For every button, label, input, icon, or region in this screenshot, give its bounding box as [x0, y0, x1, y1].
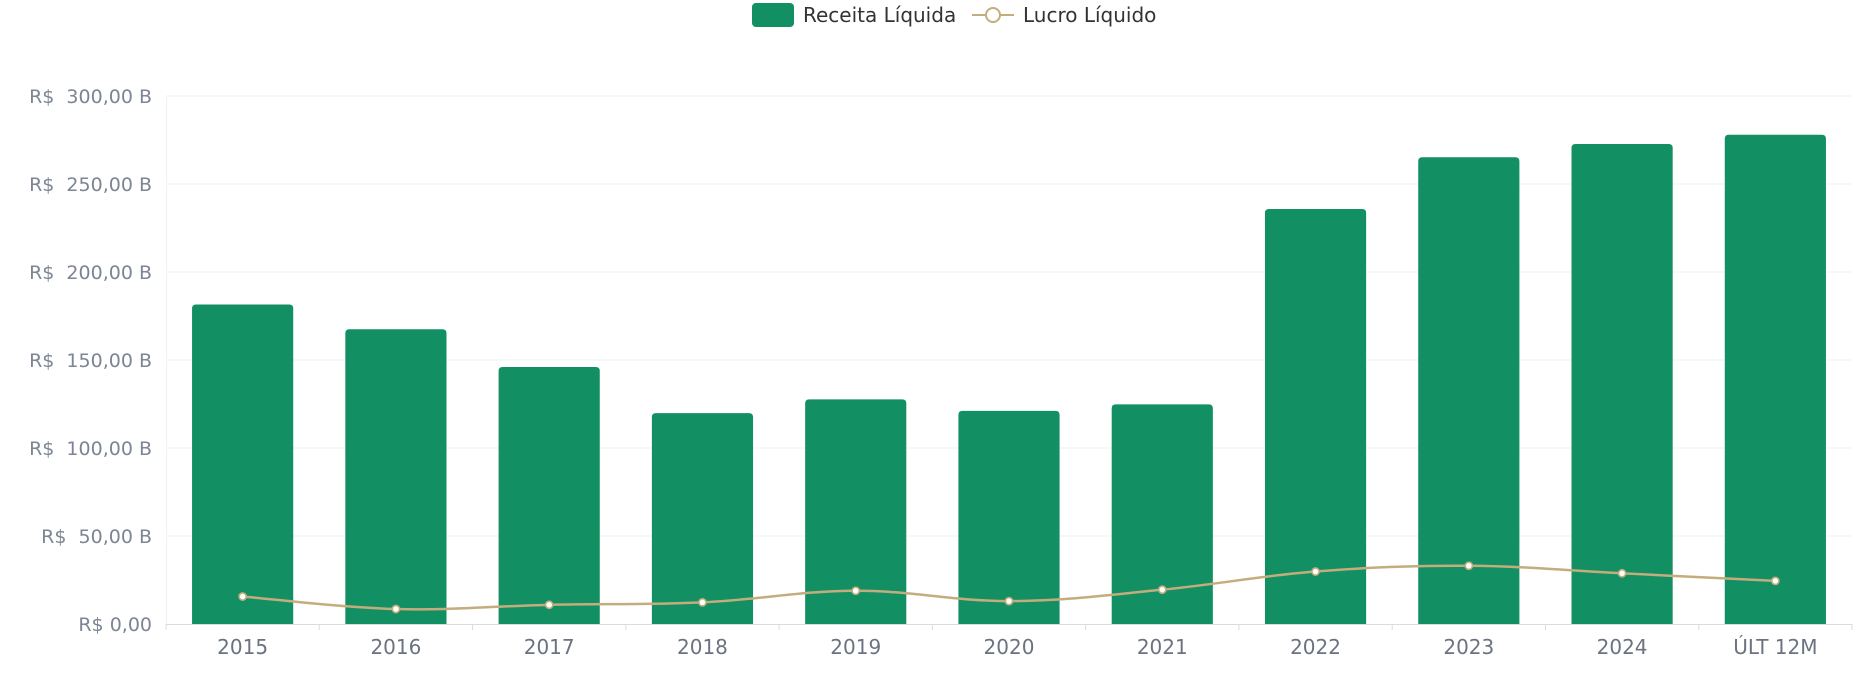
- point-lucro-liquido[interactable]: [238, 592, 248, 601]
- x-tick-label: 2019: [830, 635, 881, 659]
- point-lucro-liquido[interactable]: [1004, 596, 1014, 606]
- y-tick-label: R$ 200,00 B: [29, 262, 152, 284]
- bar-layer: [192, 134, 1826, 625]
- x-tick-label: 2024: [1597, 635, 1648, 659]
- y-tick-label: R$ 150,00 B: [29, 350, 152, 372]
- legend-swatch-lucro-liquido-marker[interactable]: [985, 7, 1001, 23]
- x-tick-label: 2020: [984, 635, 1035, 659]
- legend-swatch-receita-liquida[interactable]: [752, 3, 794, 27]
- x-tick-label: 2022: [1290, 635, 1341, 659]
- point-lucro-liquido[interactable]: [544, 600, 554, 610]
- axis-layer: R$ 0,00 R$ 50,00 B R$ 100,00 B R$ 150,00 B R…: [29, 86, 1853, 659]
- legend: Receita Líquida Lucro Líquido: [752, 3, 1156, 27]
- x-tick-label: ÚLT 12M: [1733, 635, 1817, 659]
- point-lucro-liquido[interactable]: [698, 597, 707, 607]
- y-tick-label: R$ 250,00 B: [29, 174, 152, 196]
- point-lucro-liquido[interactable]: [1157, 585, 1167, 595]
- bar-receita-liquida[interactable]: [1724, 134, 1826, 624]
- x-tick-label: 2021: [1137, 635, 1188, 659]
- bar-receita-liquida[interactable]: [1571, 144, 1673, 624]
- line-layer: [238, 561, 1780, 614]
- y-tick-label: R$ 0,00: [78, 614, 152, 636]
- y-tick-label: R$ 50,00 B: [41, 526, 152, 548]
- x-tick-label: 2016: [370, 635, 421, 659]
- bar-receita-liquida[interactable]: [651, 413, 754, 624]
- x-tick-label: 2023: [1443, 635, 1494, 659]
- legend-label-receita-liquida[interactable]: Receita Líquida: [803, 3, 956, 27]
- bar-receita-liquida[interactable]: [1264, 208, 1367, 624]
- point-lucro-liquido[interactable]: [1464, 561, 1474, 571]
- y-tick-label: R$ 100,00 B: [29, 438, 152, 460]
- point-lucro-liquido[interactable]: [1617, 568, 1627, 578]
- point-lucro-liquido[interactable]: [391, 604, 401, 614]
- point-lucro-liquido[interactable]: [1770, 576, 1780, 586]
- bar-receita-liquida[interactable]: [345, 329, 447, 624]
- bar-receita-liquida[interactable]: [498, 367, 600, 624]
- bar-receita-liquida[interactable]: [1111, 404, 1213, 624]
- bar-receita-liquida[interactable]: [958, 410, 1060, 624]
- bar-receita-liquida[interactable]: [1418, 157, 1520, 625]
- x-tick-label: 2017: [524, 635, 575, 659]
- bar-receita-liquida[interactable]: [192, 304, 294, 624]
- bar-receita-liquida[interactable]: [805, 399, 907, 624]
- point-lucro-liquido[interactable]: [1311, 567, 1320, 576]
- x-tick-label: 2015: [217, 635, 268, 659]
- y-tick-label: R$ 300,00 B: [29, 86, 152, 108]
- grid-layer: [166, 95, 1852, 537]
- point-lucro-liquido[interactable]: [851, 586, 861, 596]
- x-tick-label: 2018: [677, 635, 728, 659]
- legend-label-lucro-liquido[interactable]: Lucro Líquido: [1023, 3, 1156, 27]
